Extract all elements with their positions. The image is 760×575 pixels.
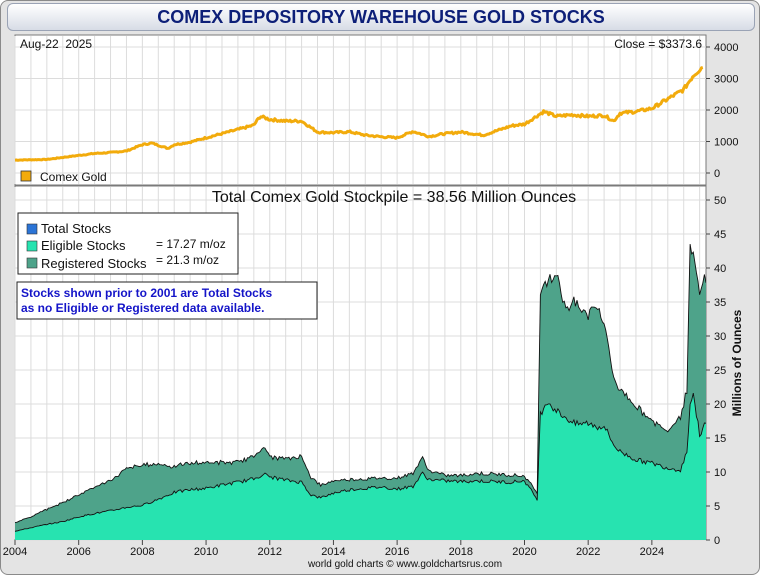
total-stocks-line bbox=[15, 244, 706, 523]
total-stocks-swatch bbox=[26, 223, 38, 235]
footer-credit: world gold charts © www.goldchartsrus.co… bbox=[307, 559, 502, 570]
registered-stocks-area bbox=[15, 244, 706, 540]
y-axis-label: Millions of Ounces bbox=[730, 309, 744, 416]
stocks-tick-label: 40 bbox=[714, 263, 726, 275]
stocks-tick-label: 50 bbox=[714, 195, 726, 207]
stocks-tick-label: 30 bbox=[714, 331, 726, 343]
registered-stocks-swatch bbox=[26, 257, 38, 269]
year-tick-label: 2016 bbox=[385, 546, 409, 558]
stockpile-title: Total Comex Gold Stockpile = 38.56 Milli… bbox=[212, 189, 576, 206]
note-box bbox=[16, 281, 318, 320]
eligible-value: = 17.27 m/oz bbox=[156, 237, 226, 251]
registered-stocks-label: Registered Stocks bbox=[41, 256, 147, 271]
price-tick-label: 3000 bbox=[714, 74, 738, 86]
year-tick-label: 2010 bbox=[194, 546, 218, 558]
price-tick-label: 1000 bbox=[714, 137, 738, 149]
year-tick-label: 2022 bbox=[576, 546, 600, 558]
price-tick-label: 2000 bbox=[714, 105, 738, 117]
stocks-tick-label: 0 bbox=[714, 535, 720, 547]
chart-title: COMEX DEPOSITORY WAREHOUSE GOLD STOCKS bbox=[157, 7, 605, 27]
eligible-stocks-area bbox=[15, 393, 706, 540]
price-gridlines bbox=[14, 36, 706, 184]
stocks-legend: Total Stocks Eligible Stocks = 17.27 m/o… bbox=[17, 212, 239, 275]
year-tick-label: 2024 bbox=[640, 546, 664, 558]
stocks-tick-label: 5 bbox=[714, 501, 720, 513]
registered-value: = 21.3 m/oz bbox=[156, 253, 219, 267]
year-tick-label: 2012 bbox=[258, 546, 282, 558]
price-axis-ticks: 0 1000 2000 3000 4000 bbox=[706, 42, 738, 180]
comex-gold-legend-label: Comex Gold bbox=[40, 170, 107, 184]
stocks-tick-label: 25 bbox=[714, 365, 726, 377]
legend-box bbox=[17, 212, 239, 275]
price-tick-label: 0 bbox=[714, 168, 720, 180]
eligible-stocks-label: Eligible Stocks bbox=[41, 238, 126, 253]
stocks-tick-label: 35 bbox=[714, 297, 726, 309]
stocks-axis-ticks: 0 5 10 15 20 25 30 35 40 45 50 bbox=[706, 195, 726, 547]
gold-price-line bbox=[15, 65, 704, 162]
year-tick-label: 2020 bbox=[512, 546, 536, 558]
eligible-stocks-swatch bbox=[26, 240, 38, 252]
stocks-tick-label: 10 bbox=[714, 467, 726, 479]
close-label: Close = $3373.6 bbox=[614, 37, 702, 51]
data-note: Stocks shown prior to 2001 are Total Sto… bbox=[16, 281, 318, 320]
stocks-tick-label: 45 bbox=[714, 229, 726, 241]
stocks-tick-label: 15 bbox=[714, 433, 726, 445]
title-bar: COMEX DEPOSITORY WAREHOUSE GOLD STOCKS bbox=[7, 3, 755, 31]
price-panel: 0 1000 2000 3000 4000 Aug-22 2025 Close = $3… bbox=[14, 34, 738, 186]
note-text: Stocks shown prior to 2001 are Total Sto… bbox=[21, 286, 276, 315]
price-tick-label: 4000 bbox=[714, 42, 738, 54]
year-tick-label: 2004 bbox=[3, 546, 27, 558]
stocks-panel: 0 5 10 15 20 25 30 35 40 45 50 2004 2006 2008 2010 201… bbox=[3, 185, 744, 558]
year-tick-label: 2014 bbox=[321, 546, 345, 558]
stocks-tick-label: 20 bbox=[714, 399, 726, 411]
year-tick-label: 2018 bbox=[449, 546, 473, 558]
comex-gold-legend-swatch bbox=[20, 170, 32, 182]
total-stocks-label: Total Stocks bbox=[41, 221, 112, 236]
date-label: Aug-22 2025 bbox=[20, 37, 92, 51]
eligible-stocks-line bbox=[15, 392, 706, 532]
year-axis-ticks: 2004 2006 2008 2010 2012 2014 2016 2018 2020 2022… bbox=[3, 540, 664, 558]
year-tick-label: 2006 bbox=[66, 546, 90, 558]
year-tick-label: 2008 bbox=[130, 546, 154, 558]
